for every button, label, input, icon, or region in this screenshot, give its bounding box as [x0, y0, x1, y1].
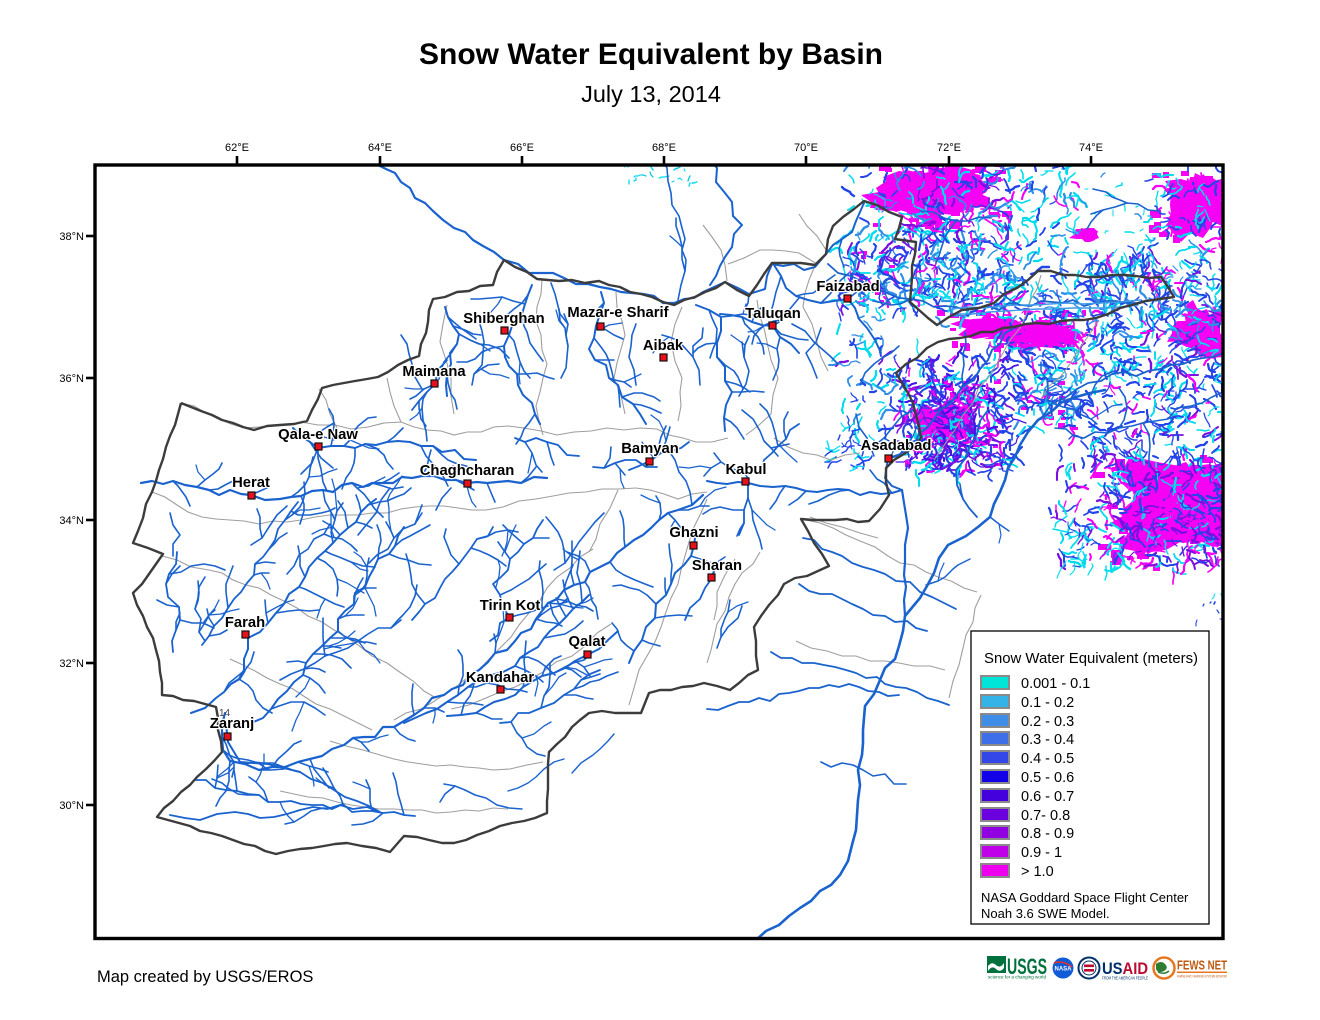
svg-text:Kandahar: Kandahar: [466, 670, 534, 686]
svg-text:0.7- 0.8: 0.7- 0.8: [1021, 808, 1070, 824]
svg-text:Herat: Herat: [232, 475, 270, 491]
svg-text:Qalat: Qalat: [568, 634, 605, 650]
svg-text:66°E: 66°E: [510, 142, 534, 154]
svg-text:FEWS NET: FEWS NET: [1177, 959, 1227, 973]
svg-text:Map created by USGS/EROS: Map created by USGS/EROS: [97, 968, 313, 986]
svg-text:Noah 3.6 SWE Model.: Noah 3.6 SWE Model.: [981, 906, 1110, 921]
svg-text:Snow Water Equivalent (meters): Snow Water Equivalent (meters): [984, 650, 1198, 667]
svg-text:July 13, 2014: July 13, 2014: [581, 81, 721, 107]
svg-text:> 1.0: > 1.0: [1021, 864, 1054, 880]
svg-text:Shiberghan: Shiberghan: [463, 311, 544, 327]
svg-text:Bamyan: Bamyan: [621, 441, 679, 457]
svg-text:62°E: 62°E: [225, 142, 249, 154]
svg-text:Kabul: Kabul: [725, 462, 766, 478]
svg-text:0.001 - 0.1: 0.001 - 0.1: [1021, 676, 1090, 692]
svg-text:science for a changing world: science for a changing world: [988, 975, 1046, 980]
svg-text:Ghazni: Ghazni: [669, 525, 718, 541]
svg-text:0.6 - 0.7: 0.6 - 0.7: [1021, 789, 1074, 805]
svg-text:68°E: 68°E: [652, 142, 676, 154]
svg-text:USGS: USGS: [1007, 954, 1047, 979]
svg-text:Sharan: Sharan: [692, 558, 742, 574]
svg-text:30°N: 30°N: [59, 800, 84, 812]
svg-text:74°E: 74°E: [1079, 142, 1103, 154]
svg-text:34°N: 34°N: [59, 515, 84, 527]
svg-text:0.8 - 0.9: 0.8 - 0.9: [1021, 826, 1074, 842]
svg-text:0.4 - 0.5: 0.4 - 0.5: [1021, 751, 1074, 767]
svg-text:14: 14: [219, 708, 231, 719]
svg-text:USAID: USAID: [1102, 959, 1148, 978]
svg-text:0.5 - 0.6: 0.5 - 0.6: [1021, 770, 1074, 786]
svg-text:0.2 - 0.3: 0.2 - 0.3: [1021, 714, 1074, 730]
svg-text:32°N: 32°N: [59, 658, 84, 670]
svg-text:0.9 - 1: 0.9 - 1: [1021, 845, 1062, 861]
svg-text:0.1 - 0.2: 0.1 - 0.2: [1021, 695, 1074, 711]
svg-text:Qala-e Naw: Qala-e Naw: [278, 427, 358, 443]
svg-text:FAMINE EARLY WARNING SYSTEMS N: FAMINE EARLY WARNING SYSTEMS NETWORK: [1177, 975, 1227, 979]
svg-text:Maimana: Maimana: [402, 364, 466, 380]
svg-text:Mazar-e Sharif: Mazar-e Sharif: [567, 305, 668, 321]
svg-text:Tirin Kot: Tirin Kot: [480, 598, 541, 614]
svg-text:Aibak: Aibak: [643, 338, 684, 354]
svg-text:36°N: 36°N: [59, 373, 84, 385]
svg-text:Asadabad: Asadabad: [861, 438, 932, 454]
svg-text:FROM THE AMERICAN PEOPLE: FROM THE AMERICAN PEOPLE: [1102, 976, 1148, 981]
svg-text:Zaranj: Zaranj: [210, 716, 254, 732]
svg-text:0.3 - 0.4: 0.3 - 0.4: [1021, 732, 1074, 748]
svg-text:Faizabad: Faizabad: [816, 279, 879, 295]
svg-text:NASA Goddard Space Flight Cent: NASA Goddard Space Flight Center: [981, 890, 1189, 905]
svg-text:Taluqan: Taluqan: [745, 306, 801, 322]
svg-text:70°E: 70°E: [794, 142, 818, 154]
svg-text:NASA: NASA: [1054, 967, 1072, 973]
svg-text:Chaghcharan: Chaghcharan: [420, 463, 515, 479]
svg-text:64°E: 64°E: [368, 142, 392, 154]
svg-text:38°N: 38°N: [59, 231, 84, 243]
svg-text:72°E: 72°E: [937, 142, 961, 154]
svg-text:Farah: Farah: [225, 615, 265, 631]
svg-text:Snow Water Equivalent by Basin: Snow Water Equivalent by Basin: [419, 38, 883, 71]
